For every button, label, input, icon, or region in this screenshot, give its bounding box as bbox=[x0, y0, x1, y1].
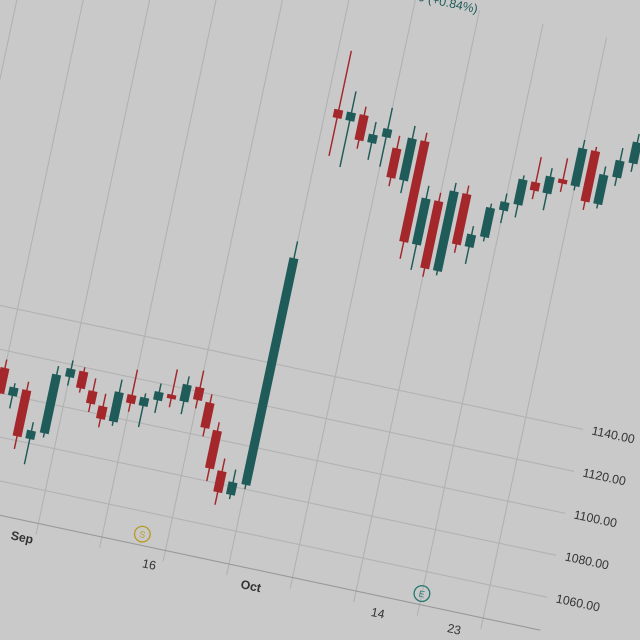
x-tick-label: 23 bbox=[446, 621, 462, 638]
candle-body bbox=[513, 178, 528, 206]
candle-body bbox=[399, 140, 430, 243]
wick bbox=[328, 50, 353, 157]
candle-body bbox=[411, 197, 431, 246]
candle-body bbox=[367, 133, 378, 144]
event-marker bbox=[413, 585, 431, 603]
candle-body bbox=[479, 206, 496, 239]
v-grid-line bbox=[0, 0, 99, 522]
candle-body bbox=[179, 383, 192, 403]
v-grid-line bbox=[353, 10, 481, 603]
candle-body bbox=[0, 366, 10, 395]
wick bbox=[168, 369, 179, 408]
grid-line bbox=[0, 279, 584, 430]
candle-body bbox=[557, 178, 568, 185]
candle-body bbox=[345, 111, 356, 122]
candle-body bbox=[354, 114, 369, 142]
event-marker bbox=[133, 525, 151, 543]
candle-body bbox=[628, 141, 640, 165]
candle-body bbox=[85, 390, 98, 405]
candle-body bbox=[204, 429, 222, 470]
candle-body bbox=[108, 391, 124, 423]
event-marker-label: E bbox=[418, 589, 426, 600]
candle-body bbox=[200, 401, 215, 429]
v-grid-line bbox=[162, 0, 290, 562]
v-grid-line bbox=[99, 0, 226, 549]
candle-body bbox=[529, 181, 541, 192]
grid-line bbox=[0, 321, 575, 472]
wick bbox=[127, 369, 139, 412]
v-grid-line bbox=[416, 23, 544, 616]
wick bbox=[531, 156, 542, 200]
x-tick-label: Sep bbox=[10, 528, 35, 546]
x-axis bbox=[0, 480, 541, 631]
x-tick-label: 16 bbox=[141, 556, 157, 573]
candle-body bbox=[64, 367, 76, 379]
candle-body bbox=[381, 127, 393, 139]
candle-body bbox=[225, 481, 238, 496]
candle-body bbox=[420, 200, 444, 270]
event-marker-label: S bbox=[138, 529, 146, 540]
candle-body bbox=[166, 393, 177, 400]
candle-body bbox=[593, 173, 609, 206]
candle-body bbox=[498, 201, 510, 212]
candle-body bbox=[332, 108, 344, 120]
candle-body bbox=[138, 396, 150, 407]
candle-body bbox=[7, 386, 19, 397]
candle-body bbox=[399, 137, 417, 182]
candle-body bbox=[95, 405, 108, 420]
candle-body bbox=[464, 233, 477, 249]
v-grid-line bbox=[480, 37, 608, 630]
candle-body bbox=[25, 429, 36, 440]
grid-line bbox=[0, 405, 557, 556]
v-grid-line bbox=[35, 0, 163, 535]
candle-body bbox=[39, 373, 62, 435]
grid-line bbox=[0, 447, 548, 598]
candle-body bbox=[432, 190, 459, 273]
candle-body bbox=[213, 470, 227, 494]
candle-body bbox=[125, 393, 137, 405]
v-grid-line bbox=[0, 0, 36, 508]
candle-body bbox=[75, 370, 89, 390]
candle-body bbox=[386, 147, 402, 179]
candle-body bbox=[612, 159, 625, 179]
candle-body bbox=[451, 193, 472, 246]
candle-body bbox=[12, 389, 32, 438]
x-tick-label: 14 bbox=[370, 605, 386, 622]
candle-body bbox=[153, 390, 164, 402]
candle-body bbox=[192, 386, 205, 401]
candle-body bbox=[542, 175, 555, 195]
wick bbox=[339, 91, 357, 168]
candle-body bbox=[241, 257, 299, 486]
x-tick-label: Oct bbox=[239, 577, 262, 595]
wick bbox=[23, 422, 35, 465]
wick bbox=[559, 158, 569, 193]
v-grid-line bbox=[289, 0, 417, 589]
candle-body bbox=[580, 150, 601, 203]
candle-body bbox=[570, 147, 588, 188]
